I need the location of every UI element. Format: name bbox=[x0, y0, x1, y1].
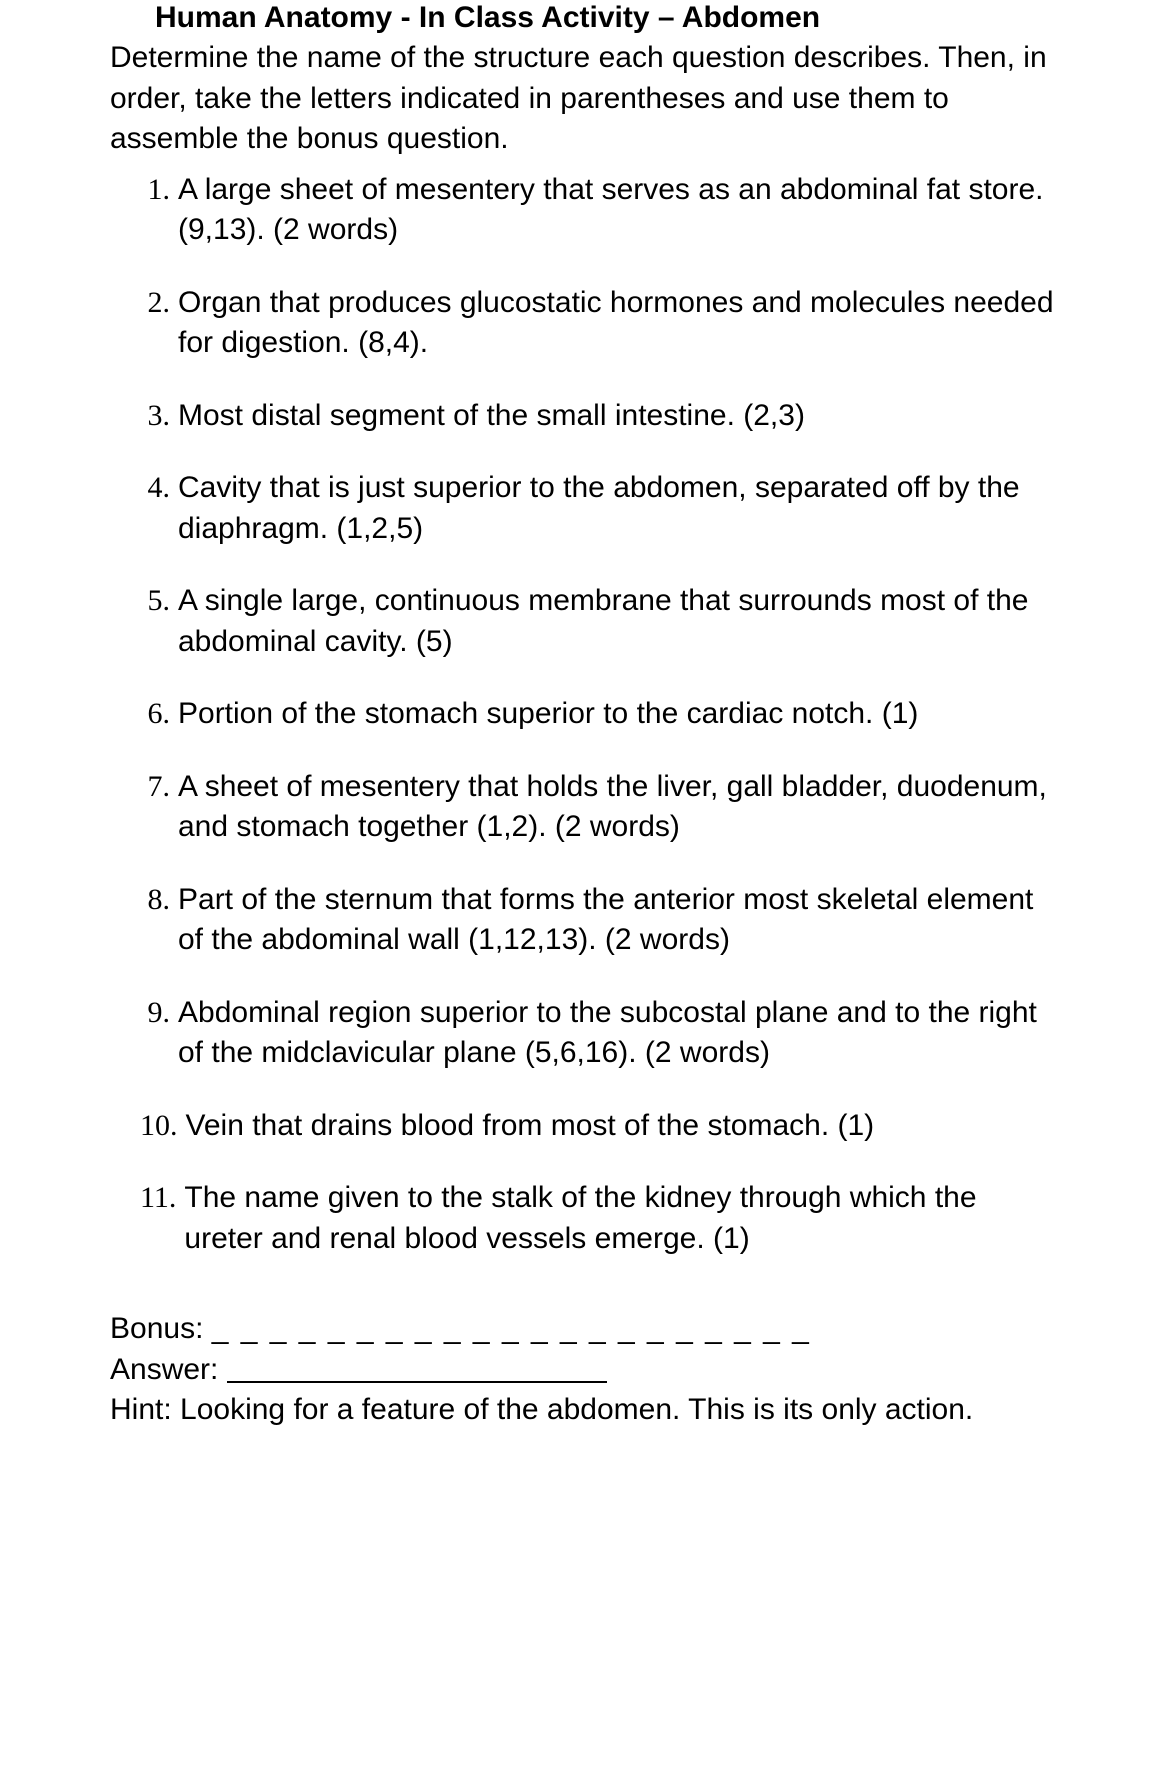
question-text: Most distal segment of the small intesti… bbox=[178, 396, 1059, 437]
question-text: Abdominal region superior to the subcost… bbox=[178, 993, 1059, 1074]
question-item: 1. A large sheet of mesentery that serve… bbox=[140, 170, 1059, 251]
question-text: A single large, continuous membrane that… bbox=[178, 581, 1059, 662]
bonus-line: Bonus: _ _ _ _ _ _ _ _ _ _ _ _ _ _ _ _ _… bbox=[110, 1309, 1059, 1350]
question-number: 8. bbox=[140, 880, 178, 961]
bonus-label: Bonus: bbox=[110, 1312, 203, 1345]
question-number: 9. bbox=[140, 993, 178, 1074]
answer-line: Answer: bbox=[110, 1350, 1059, 1391]
bonus-blanks: _ _ _ _ _ _ _ _ _ _ _ _ _ _ _ _ _ _ _ _ … bbox=[212, 1312, 811, 1345]
question-text: Organ that produces glucostatic hormones… bbox=[178, 283, 1059, 364]
question-number: 5. bbox=[140, 581, 178, 662]
question-number: 2. bbox=[140, 283, 178, 364]
question-text: Part of the sternum that forms the anter… bbox=[178, 880, 1059, 961]
question-text: A large sheet of mesentery that serves a… bbox=[178, 170, 1059, 251]
question-number: 11. bbox=[140, 1178, 184, 1259]
question-item: 4. Cavity that is just superior to the a… bbox=[140, 468, 1059, 549]
page-title: Human Anatomy - In Class Activity – Abdo… bbox=[110, 0, 1059, 36]
question-item: 5. A single large, continuous membrane t… bbox=[140, 581, 1059, 662]
instructions-text: Determine the name of the structure each… bbox=[110, 38, 1059, 160]
question-number: 6. bbox=[140, 694, 178, 735]
questions-list: 1. A large sheet of mesentery that serve… bbox=[110, 170, 1059, 1260]
hint-text: Hint: Looking for a feature of the abdom… bbox=[110, 1390, 1059, 1431]
question-item: 10. Vein that drains blood from most of … bbox=[140, 1106, 1059, 1147]
question-number: 3. bbox=[140, 396, 178, 437]
question-text: The name given to the stalk of the kidne… bbox=[184, 1178, 1059, 1259]
question-item: 11. The name given to the stalk of the k… bbox=[140, 1178, 1059, 1259]
answer-blank bbox=[227, 1381, 607, 1383]
question-item: 7. A sheet of mesentery that holds the l… bbox=[140, 767, 1059, 848]
question-number: 4. bbox=[140, 468, 178, 549]
question-number: 7. bbox=[140, 767, 178, 848]
question-text: Cavity that is just superior to the abdo… bbox=[178, 468, 1059, 549]
question-item: 2. Organ that produces glucostatic hormo… bbox=[140, 283, 1059, 364]
question-item: 3. Most distal segment of the small inte… bbox=[140, 396, 1059, 437]
question-number: 10. bbox=[140, 1106, 186, 1147]
question-text: Portion of the stomach superior to the c… bbox=[178, 694, 1059, 735]
question-text: A sheet of mesentery that holds the live… bbox=[178, 767, 1059, 848]
question-number: 1. bbox=[140, 170, 178, 251]
question-item: 8. Part of the sternum that forms the an… bbox=[140, 880, 1059, 961]
question-text: Vein that drains blood from most of the … bbox=[186, 1106, 1060, 1147]
question-item: 9. Abdominal region superior to the subc… bbox=[140, 993, 1059, 1074]
question-item: 6. Portion of the stomach superior to th… bbox=[140, 694, 1059, 735]
answer-label: Answer: bbox=[110, 1353, 218, 1386]
